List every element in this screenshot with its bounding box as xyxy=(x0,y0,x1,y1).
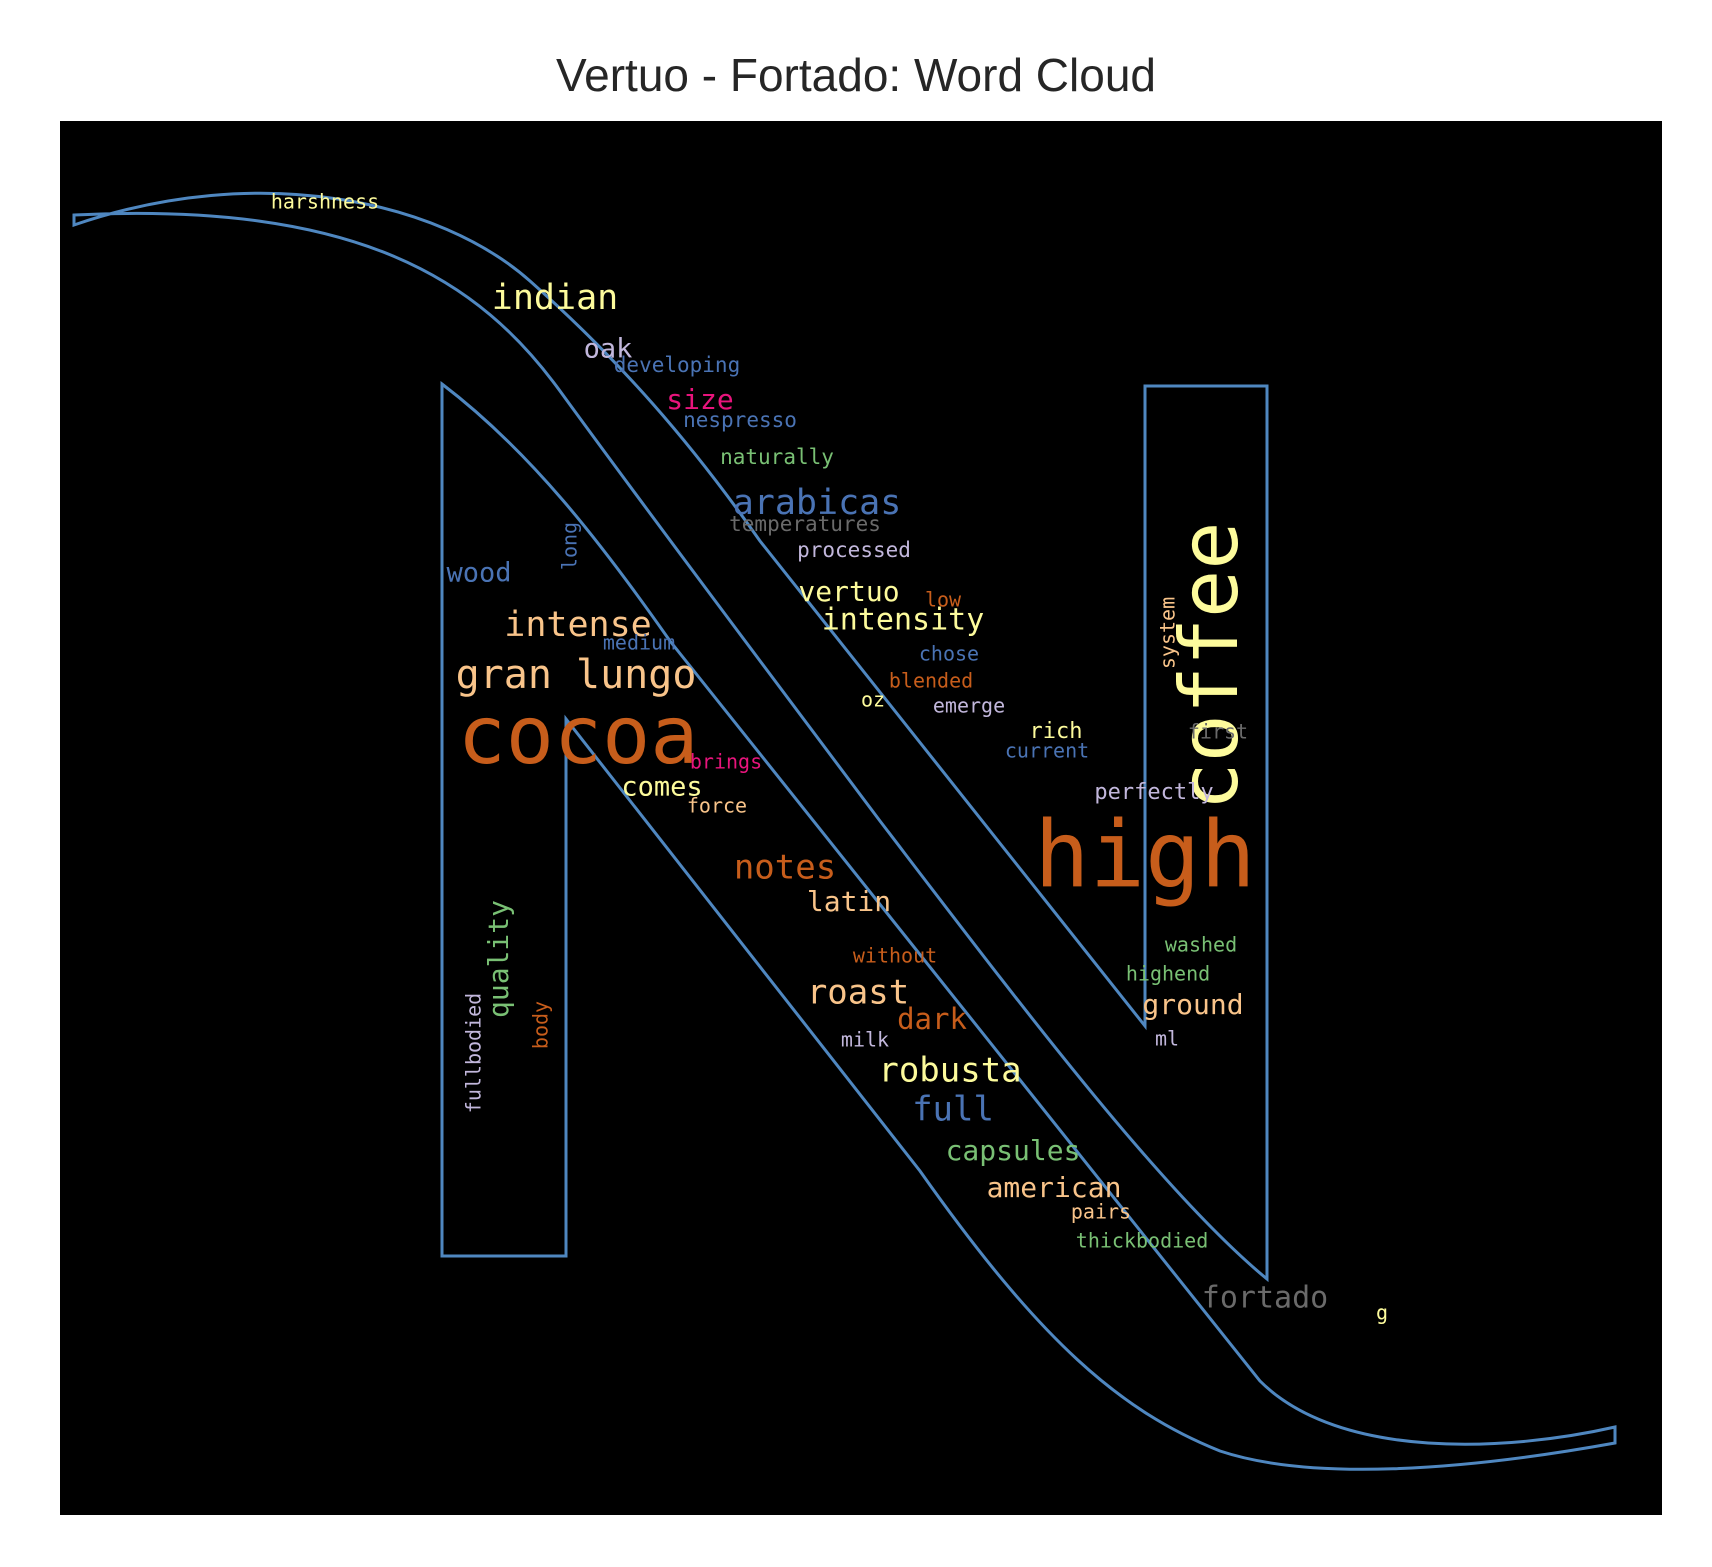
word-latin: latin xyxy=(807,885,891,918)
logo-left-stem-outline xyxy=(440,380,1617,1471)
word-gran-lungo: gran lungo xyxy=(456,652,697,698)
word-g: g xyxy=(1376,1301,1388,1325)
chart-title: Vertuo - Fortado: Word Cloud xyxy=(556,49,1156,101)
word-washed: washed xyxy=(1165,933,1237,957)
word-blended: blended xyxy=(889,669,973,693)
word-coffee: coffee xyxy=(1163,522,1256,811)
word-quality: quality xyxy=(482,900,515,1018)
word-comes: comes xyxy=(621,772,702,803)
word-processed: processed xyxy=(797,538,911,562)
word-temperatures: temperatures xyxy=(729,512,881,536)
word-milk: milk xyxy=(841,1028,889,1052)
word-current: current xyxy=(1005,739,1089,763)
word-dark: dark xyxy=(897,1002,967,1036)
word-roast: roast xyxy=(807,973,909,1013)
word-notes: notes xyxy=(734,848,836,888)
word-rich: rich xyxy=(1030,719,1083,744)
word-thickbodied: thickbodied xyxy=(1076,1229,1208,1253)
word-indian: indian xyxy=(492,278,618,318)
word-brings: brings xyxy=(690,750,762,774)
word-intensity: intensity xyxy=(822,603,985,638)
word-wood: wood xyxy=(446,558,511,589)
word-capsules: capsules xyxy=(946,1134,1081,1167)
word-nespresso: nespresso xyxy=(683,408,797,432)
word-without: without xyxy=(853,944,937,968)
word-first: first xyxy=(1188,720,1248,744)
word-force: force xyxy=(687,794,747,818)
word-high: high xyxy=(1034,801,1256,908)
word-cloud-panel: coffee high cocoa gran lungo intense indian ar… xyxy=(60,121,1662,1515)
word-pairs: pairs xyxy=(1071,1200,1131,1224)
word-oak: oak xyxy=(584,334,633,365)
word-american: american xyxy=(987,1171,1122,1204)
word-harshness: harshness xyxy=(271,190,379,214)
word-fullbodied: fullbodied xyxy=(462,993,486,1113)
word-ml: ml xyxy=(1155,1027,1179,1051)
word-chose: chose xyxy=(919,642,979,666)
word-vertuo: vertuo xyxy=(798,575,899,608)
word-intense: intense xyxy=(504,605,652,645)
logo-top-swoosh-outline xyxy=(72,191,1269,1283)
word-cocoa: cocoa xyxy=(458,689,699,782)
word-body: body xyxy=(529,1001,553,1049)
word-developing: developing xyxy=(614,353,740,377)
word-robusta: robusta xyxy=(878,1051,1021,1091)
word-long: long xyxy=(558,522,582,570)
word-ground: ground xyxy=(1142,988,1243,1021)
word-naturally: naturally xyxy=(720,445,834,469)
word-highend: highend xyxy=(1126,962,1210,986)
word-oz: oz xyxy=(861,688,885,712)
word-emerge: emerge xyxy=(933,694,1005,718)
word-perfectly: perfectly xyxy=(1094,780,1213,805)
word-system: system xyxy=(1156,597,1180,669)
word-low: low xyxy=(925,588,962,612)
word-size: size xyxy=(666,383,733,416)
word-arabicas: arabicas xyxy=(733,483,902,523)
word-medium: medium xyxy=(603,631,675,655)
word-full: full xyxy=(912,1090,994,1130)
word-fortado: fortado xyxy=(1202,1281,1328,1316)
